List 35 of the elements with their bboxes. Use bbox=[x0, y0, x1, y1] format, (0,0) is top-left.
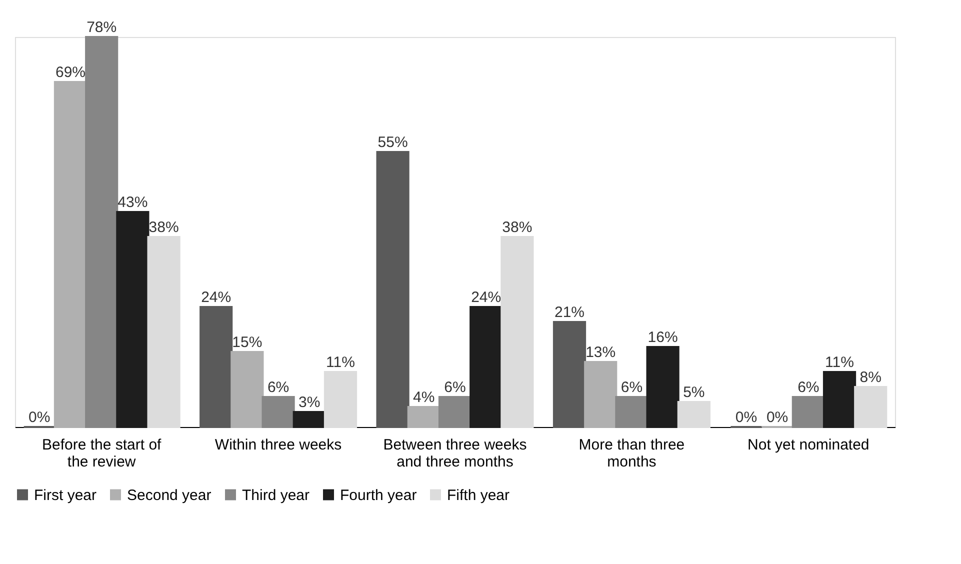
legend-label: Third year bbox=[242, 486, 310, 504]
data-label: 6% bbox=[444, 379, 466, 396]
data-label: 0% bbox=[766, 409, 788, 426]
data-label: 15% bbox=[232, 334, 262, 351]
data-label: 69% bbox=[55, 64, 86, 81]
legend-label: Fifth year bbox=[447, 486, 510, 504]
data-label: 8% bbox=[860, 369, 882, 386]
data-label: 0% bbox=[28, 409, 50, 426]
data-label: 78% bbox=[86, 19, 117, 36]
data-label: 24% bbox=[471, 289, 502, 306]
data-label: 4% bbox=[413, 389, 435, 406]
x-tick-label: Between three weeks and three months bbox=[383, 436, 527, 470]
x-tick-label: Not yet nominated bbox=[748, 436, 870, 454]
data-label: 21% bbox=[554, 304, 585, 321]
legend-label: Second year bbox=[127, 486, 212, 504]
x-tick-label: Before the start of the review bbox=[42, 436, 162, 470]
x-tick-label: Within three weeks bbox=[214, 436, 342, 454]
data-label: 6% bbox=[798, 379, 820, 396]
data-label: 6% bbox=[267, 379, 290, 396]
data-label: 5% bbox=[683, 384, 705, 401]
data-label: 24% bbox=[201, 289, 232, 306]
data-label: 55% bbox=[378, 134, 408, 151]
data-label: 6% bbox=[620, 379, 643, 396]
legend-label: First year bbox=[34, 486, 97, 504]
data-label: 3% bbox=[298, 394, 320, 411]
x-tick-label: More than three months bbox=[578, 436, 685, 470]
data-label: 16% bbox=[648, 329, 678, 346]
data-label: 38% bbox=[502, 219, 532, 236]
data-label: 43% bbox=[118, 194, 148, 211]
data-label: 0% bbox=[735, 409, 758, 426]
legend-label: Fourth year bbox=[340, 486, 417, 504]
data-label: 11% bbox=[326, 354, 355, 371]
data-label: 38% bbox=[148, 219, 179, 236]
data-label: 11% bbox=[825, 354, 854, 371]
data-label: 13% bbox=[586, 344, 616, 361]
